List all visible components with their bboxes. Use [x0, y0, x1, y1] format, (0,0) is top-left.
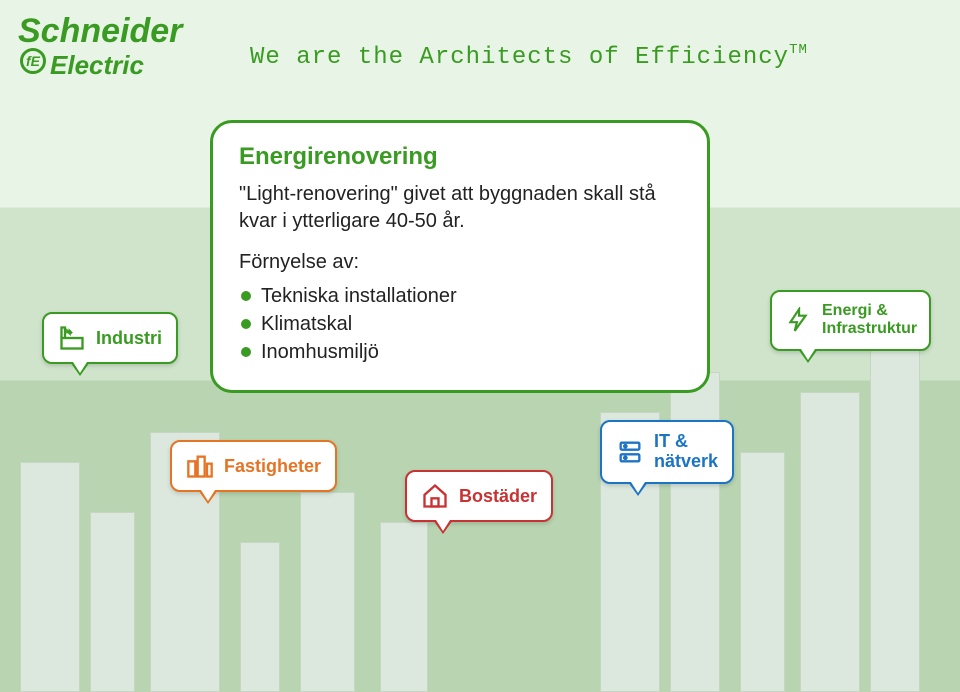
info-body: "Light-renovering" givet att byggnaden s… — [239, 181, 681, 235]
buildings-icon — [186, 452, 214, 480]
bolt-icon — [784, 306, 812, 334]
bubble-label: Energi & Infrastruktur — [822, 302, 917, 339]
bubble-energi: Energi & Infrastruktur — [770, 290, 931, 351]
info-title: Energirenovering — [239, 143, 681, 171]
info-bullet: Tekniska installationer — [239, 282, 681, 310]
bubble-industri: Industri — [42, 312, 178, 364]
info-bullet: Inomhusmiljö — [239, 338, 681, 366]
factory-icon — [58, 324, 86, 352]
server-icon — [616, 438, 644, 466]
brand-leaf-icon: fE — [20, 48, 46, 74]
brand-logo: Schneider — [18, 14, 182, 48]
tagline: We are the Architects of EfficiencyTM — [250, 44, 808, 71]
info-panel: Energirenovering "Light-renovering" give… — [210, 120, 710, 393]
tagline-text: We are the Architects of Efficiency — [250, 44, 789, 71]
info-bullet: Klimatskal — [239, 310, 681, 338]
bubble-it: IT & nätverk — [600, 420, 734, 484]
house-icon — [421, 482, 449, 510]
slide-stage: Schneider fE Electric We are the Archite… — [0, 0, 960, 692]
tagline-tm: TM — [789, 42, 808, 58]
bubble-label: Industri — [96, 328, 162, 349]
bubble-bostader: Bostäder — [405, 470, 553, 522]
info-subheading: Förnyelse av: — [239, 249, 681, 276]
bubble-label: Fastigheter — [224, 456, 321, 477]
bubble-label: Bostäder — [459, 486, 537, 507]
bubble-fastigheter: Fastigheter — [170, 440, 337, 492]
brand-subtext: Electric — [50, 50, 144, 81]
bubble-label: IT & nätverk — [654, 432, 718, 472]
info-bullet-list: Tekniska installationer Klimatskal Inomh… — [239, 282, 681, 366]
